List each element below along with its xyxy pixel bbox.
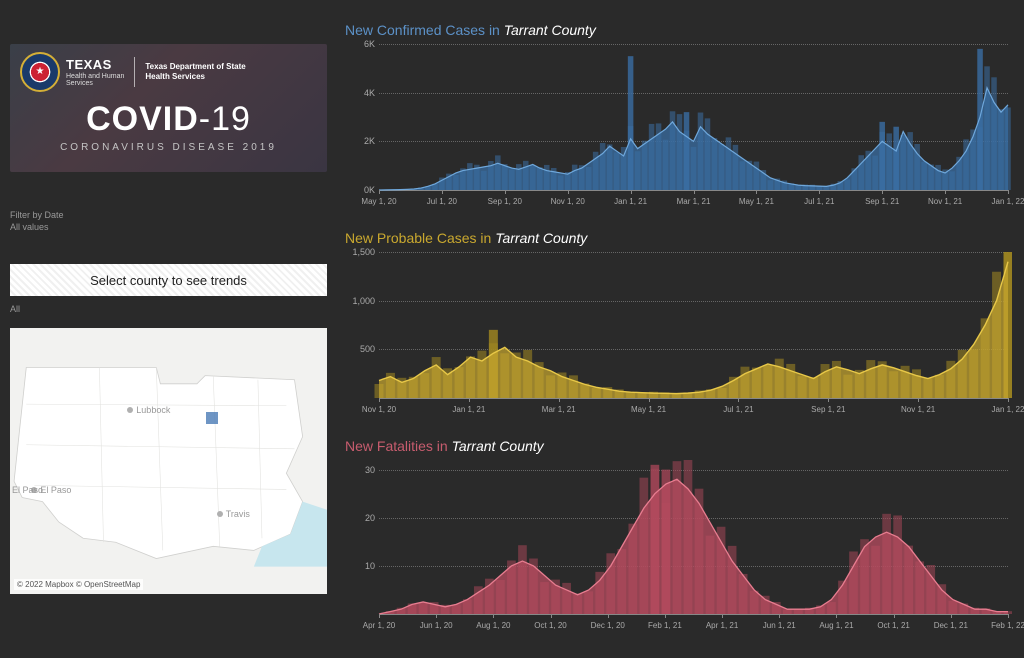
selected-county-marker[interactable] (206, 412, 218, 424)
xtick: May 1, 20 (361, 197, 396, 206)
xtick: Sep 1, 21 (811, 405, 845, 414)
chart-title-confirmed: New Confirmed Cases in Tarrant County (345, 22, 1012, 38)
texas-map[interactable]: Lubbock El Paso Travis El Paso © 2022 Mapbo… (10, 328, 327, 594)
xtick: Nov 1, 20 (551, 197, 585, 206)
xtick: May 1, 21 (739, 197, 774, 206)
select-county-header: Select county to see trends (10, 264, 327, 296)
xtick: Mar 1, 21 (677, 197, 711, 206)
xtick: Sep 1, 20 (488, 197, 522, 206)
xtick: Aug 1, 21 (819, 621, 853, 630)
thhs-title: TEXAS (66, 58, 124, 71)
xtick: Jan 1, 22 (992, 405, 1024, 414)
city-label-el-paso: El Paso (12, 485, 43, 495)
chart-title-probable: New Probable Cases in Tarrant County (345, 230, 1012, 246)
dashboard-root: TEXAS Health and Human Services Texas De… (0, 0, 1024, 658)
thhs-subtitle: Health and Human Services (66, 73, 124, 87)
chart-title-prefix: New Confirmed Cases in (345, 22, 504, 38)
xtick: Dec 1, 21 (934, 621, 968, 630)
banner-covid19: COVID-19 (10, 100, 327, 139)
xtick: Apr 1, 21 (706, 621, 738, 630)
chart-title-county: Tarrant County (504, 22, 596, 38)
chart-confirmed[interactable]: New Confirmed Cases in Tarrant County0K2… (345, 22, 1012, 212)
banner-divider (134, 57, 135, 87)
xtick: Jan 1, 22 (992, 197, 1024, 206)
xtick: Jun 1, 20 (420, 621, 453, 630)
chart-title-county: Tarrant County (452, 438, 544, 454)
thhs-block: TEXAS Health and Human Services (66, 58, 124, 87)
chart-title-prefix: New Probable Cases in (345, 230, 495, 246)
map-attribution: © 2022 Mapbox © OpenStreetMap (14, 579, 143, 590)
xtick: Nov 1, 20 (362, 405, 396, 414)
city-dot-travis (217, 511, 223, 517)
banner-header: TEXAS Health and Human Services Texas De… (20, 52, 246, 92)
xtick: Jul 1, 21 (723, 405, 753, 414)
chart-title-fatalities: New Fatalities in Tarrant County (345, 438, 1012, 454)
xtick: Jul 1, 21 (804, 197, 834, 206)
xtick: Jan 1, 21 (614, 197, 647, 206)
chart-title-county: Tarrant County (495, 230, 587, 246)
filter-all-values[interactable]: All values (10, 222, 49, 232)
xtick: Feb 1, 22 (991, 621, 1024, 630)
xtick: Jul 1, 20 (427, 197, 457, 206)
xtick: Mar 1, 21 (542, 405, 576, 414)
xtick: Oct 1, 21 (877, 621, 909, 630)
plot-confirmed[interactable]: 0K2K4K6KMay 1, 20Jul 1, 20Sep 1, 20Nov 1… (345, 40, 1012, 206)
plot-fatalities[interactable]: 102030Apr 1, 20Jun 1, 20Aug 1, 20Oct 1, … (345, 456, 1012, 630)
xtick: Apr 1, 20 (363, 621, 395, 630)
all-counties-label[interactable]: All (10, 304, 20, 314)
xtick: Aug 1, 20 (476, 621, 510, 630)
covid-banner: TEXAS Health and Human Services Texas De… (10, 44, 327, 172)
city-label-lubbock: Lubbock (136, 405, 170, 415)
banner-subtitle: CORONAVIRUS DISEASE 2019 (10, 142, 327, 153)
xtick: Jun 1, 21 (763, 621, 796, 630)
tdshs-title: Texas Department of State Health Service… (145, 62, 245, 81)
xtick: Oct 1, 20 (534, 621, 566, 630)
chart-title-prefix: New Fatalities in (345, 438, 452, 454)
xtick: Feb 1, 21 (648, 621, 682, 630)
xtick: May 1, 21 (631, 405, 666, 414)
xtick: Nov 1, 21 (928, 197, 962, 206)
texas-seal-icon (20, 52, 60, 92)
chart-fatalities[interactable]: New Fatalities in Tarrant County102030Ap… (345, 438, 1012, 636)
map-svg (10, 328, 327, 594)
xtick: Jan 1, 21 (452, 405, 485, 414)
city-label-travis: Travis (226, 509, 250, 519)
plot-probable[interactable]: 5001,0001,500Nov 1, 20Jan 1, 21Mar 1, 21… (345, 248, 1012, 414)
xtick: Sep 1, 21 (865, 197, 899, 206)
filter-by-date-label: Filter by Date (10, 210, 64, 220)
chart-probable[interactable]: New Probable Cases in Tarrant County5001… (345, 230, 1012, 420)
xtick: Dec 1, 20 (591, 621, 625, 630)
xtick: Nov 1, 21 (901, 405, 935, 414)
city-label-el paso: El Paso (40, 485, 71, 495)
